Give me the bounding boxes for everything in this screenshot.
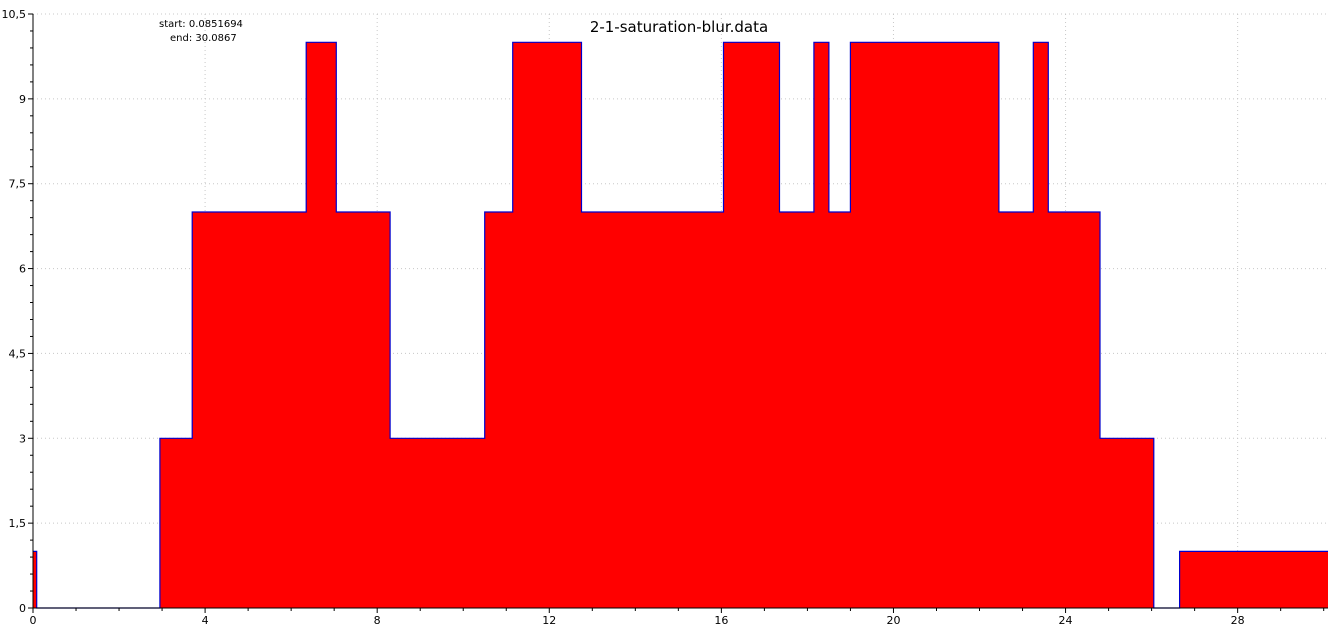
x-tick-label: 4 <box>202 614 209 627</box>
series-line <box>33 41 1328 609</box>
x-tick-label: 28 <box>1231 614 1245 627</box>
series <box>33 41 1328 609</box>
axes <box>32 14 1328 609</box>
ticks: 0 4 8 12 16 20 24 28 0 1,5 3 4,5 6 7,5 9 10,5 <box>2 8 1325 627</box>
series-area <box>33 42 1328 609</box>
start-label: start: 0.0851694 <box>159 19 243 30</box>
y-tick-label: 7,5 <box>9 178 27 191</box>
x-tick-label: 20 <box>886 614 900 627</box>
y-tick-label: 1,5 <box>9 517 27 530</box>
x-tick-label: 12 <box>542 614 556 627</box>
y-tick-label: 3 <box>19 432 26 445</box>
y-tick-label: 10,5 <box>2 8 27 21</box>
x-tick-label: 8 <box>374 614 381 627</box>
x-tick-label: 24 <box>1059 614 1073 627</box>
y-tick-label: 4,5 <box>9 347 27 360</box>
end-label: end: 30.0867 <box>170 33 237 44</box>
x-tick-label: 16 <box>714 614 728 627</box>
x-tick-label: 0 <box>30 614 37 627</box>
y-tick-label: 9 <box>19 93 26 106</box>
y-tick-label: 0 <box>19 602 26 615</box>
y-tick-label: 6 <box>19 263 26 276</box>
chart-title: 2-1-saturation-blur.data <box>590 18 768 36</box>
